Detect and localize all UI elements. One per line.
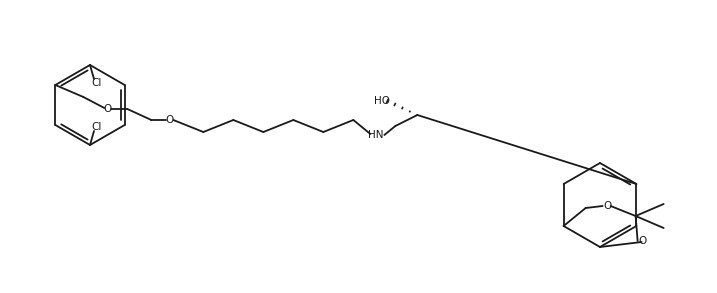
Text: Cl: Cl (92, 122, 103, 132)
Text: O: O (103, 104, 111, 114)
Text: Cl: Cl (92, 78, 103, 88)
Text: HO: HO (374, 96, 390, 106)
Text: O: O (639, 236, 647, 246)
Text: O: O (165, 115, 174, 125)
Text: O: O (604, 201, 612, 211)
Text: HN: HN (368, 130, 383, 140)
